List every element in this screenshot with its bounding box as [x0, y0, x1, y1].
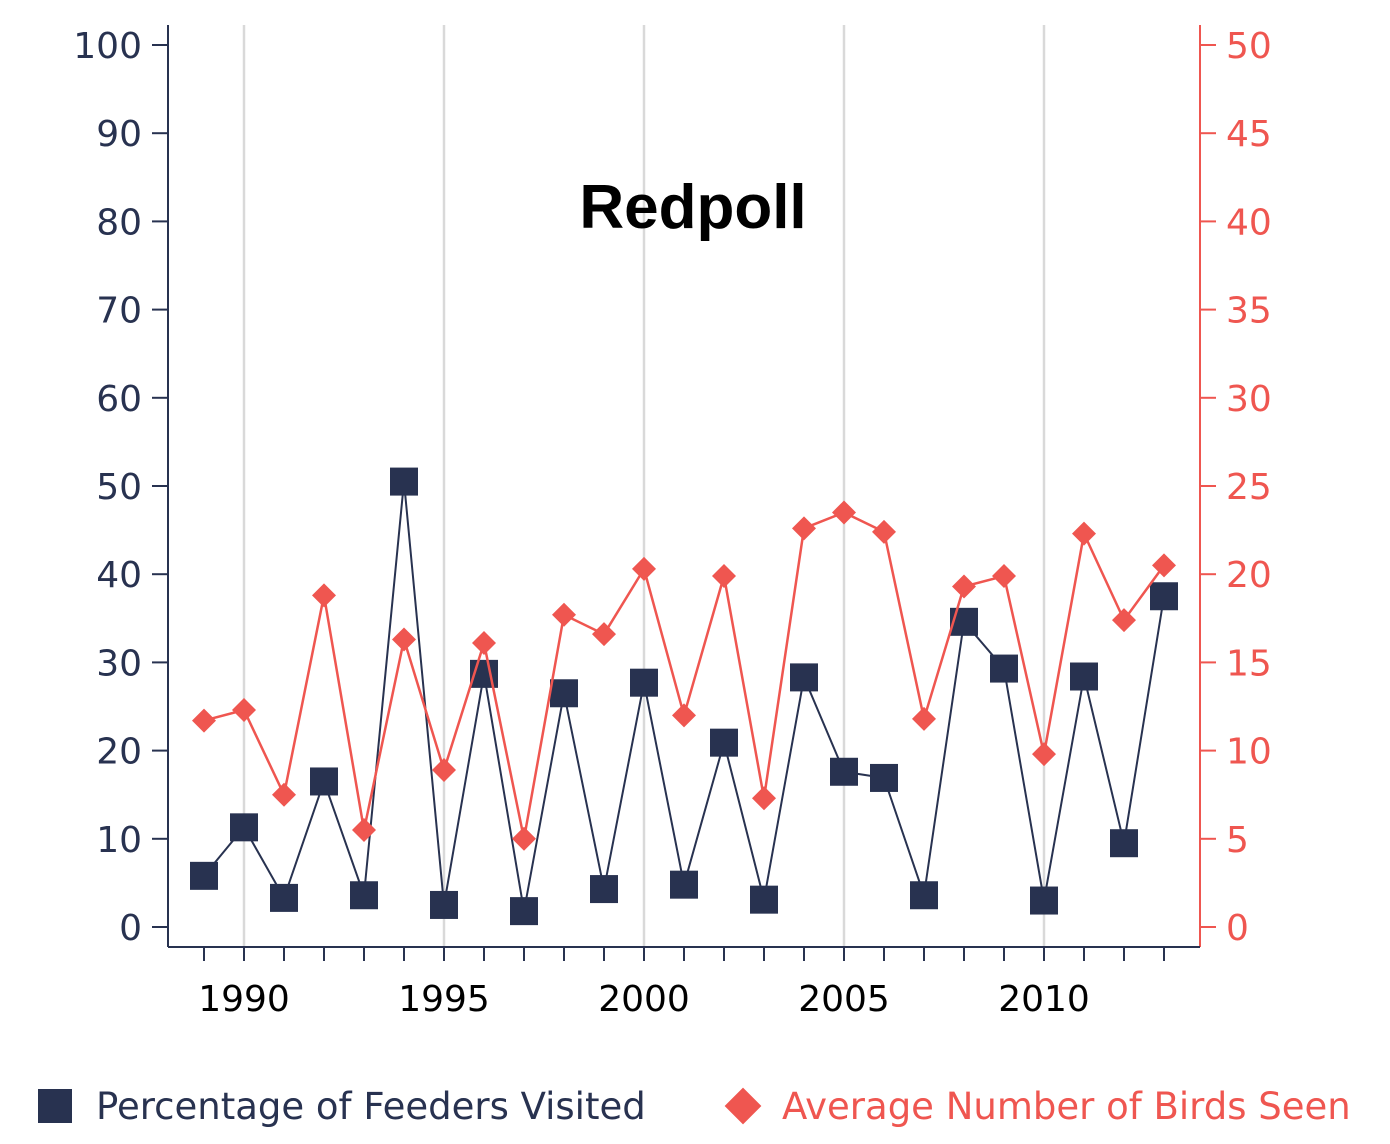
y-right-tick-label: 0: [1226, 908, 1249, 949]
birds-point: [952, 574, 976, 599]
feeders-point: [910, 881, 938, 910]
birds-point: [1112, 608, 1136, 633]
y-left-tick-label: 60: [96, 379, 142, 420]
feeders-point: [310, 767, 338, 796]
y-right-tick-label: 50: [1226, 26, 1272, 67]
y-right-tick-label: 45: [1226, 114, 1272, 155]
y-left-tick-label: 30: [96, 643, 142, 684]
diamond-marker-icon: [724, 1087, 762, 1125]
feeders-point: [670, 870, 698, 899]
y-right-tick-label: 25: [1226, 467, 1272, 508]
square-marker-icon: [38, 1089, 72, 1123]
y-left-tick-label: 80: [96, 202, 142, 243]
birds-point: [632, 556, 656, 581]
birds-point: [832, 500, 856, 525]
feeders-point: [950, 607, 978, 636]
feeders-point: [1110, 829, 1138, 858]
series-line-feeders: [203, 481, 1165, 912]
birds-point: [1072, 521, 1096, 546]
feeders-point: [1030, 886, 1058, 915]
x-tick-label: 2000: [598, 979, 690, 1020]
legend-item-birds: Average Number of Birds Seen: [722, 1078, 1351, 1134]
y-right-tick-label: 5: [1226, 820, 1249, 861]
x-tick-label: 1995: [398, 979, 490, 1020]
birds-point: [472, 630, 496, 655]
y-right-tick-label: 15: [1226, 643, 1272, 684]
feeders-point: [750, 885, 778, 914]
x-tick-label: 2005: [798, 979, 890, 1020]
birds-point: [1032, 742, 1056, 767]
feeders-point: [590, 875, 618, 904]
birds-point: [432, 758, 456, 783]
feeders-point: [430, 890, 458, 919]
y-right-tick-label: 40: [1226, 202, 1272, 243]
feeders-point: [190, 861, 218, 890]
x-tick-label: 1990: [198, 979, 290, 1020]
chart-title: Redpoll: [579, 173, 806, 242]
y-right-tick-label: 20: [1226, 555, 1272, 596]
y-left-tick-label: 90: [96, 114, 142, 155]
feeders-point: [990, 654, 1018, 683]
birds-point: [672, 703, 696, 728]
y-right-tick-label: 30: [1226, 379, 1272, 420]
birds-point: [992, 563, 1016, 588]
feeders-point: [870, 763, 898, 792]
feeders-point: [830, 757, 858, 786]
feeders-point: [710, 728, 738, 757]
y-left-tick-label: 20: [96, 732, 142, 773]
birds-point: [552, 602, 576, 627]
y-left-tick-label: 0: [119, 908, 142, 949]
y-right-tick-label: 35: [1226, 291, 1272, 332]
birds-point: [232, 698, 256, 723]
birds-point: [392, 627, 416, 652]
feeders-point: [390, 467, 418, 496]
feeders-point: [510, 897, 538, 926]
birds-point: [1152, 553, 1176, 578]
feeders-point: [230, 813, 258, 842]
feeders-point: [350, 881, 378, 910]
birds-point: [792, 516, 816, 541]
legend-label-birds: Average Number of Birds Seen: [782, 1084, 1351, 1128]
feeders-point: [270, 883, 298, 912]
birds-point: [272, 782, 296, 807]
birds-point: [192, 708, 216, 733]
feeders-point: [630, 668, 658, 697]
series-line-birds: [203, 511, 1166, 840]
feeders-point: [790, 663, 818, 692]
birds-point: [912, 706, 936, 731]
birds-point: [752, 786, 776, 811]
legend-item-feeders: Percentage of Feeders Visited: [38, 1078, 646, 1134]
x-tick-label: 2010: [998, 979, 1090, 1020]
birds-point: [312, 583, 336, 608]
y-left-tick-label: 100: [73, 26, 142, 67]
feeders-point: [1150, 582, 1178, 611]
feeders-point: [550, 679, 578, 708]
y-left-tick-label: 40: [96, 555, 142, 596]
birds-point: [592, 622, 616, 647]
chart: Redpoll 0 10 20 30 40 50 60 70 80 90 100 0 5 10 15 20 25 3…: [73, 25, 1272, 1020]
birds-point: [712, 563, 736, 588]
y-left-tick-label: 10: [96, 820, 142, 861]
legend-label-feeders: Percentage of Feeders Visited: [96, 1084, 646, 1128]
y-left-tick-label: 70: [96, 291, 142, 332]
birds-point: [872, 519, 896, 544]
birds-point: [352, 817, 376, 842]
feeders-point: [1070, 662, 1098, 691]
y-right-tick-label: 10: [1226, 732, 1272, 773]
y-left-tick-label: 50: [96, 467, 142, 508]
birds-point: [512, 826, 536, 851]
